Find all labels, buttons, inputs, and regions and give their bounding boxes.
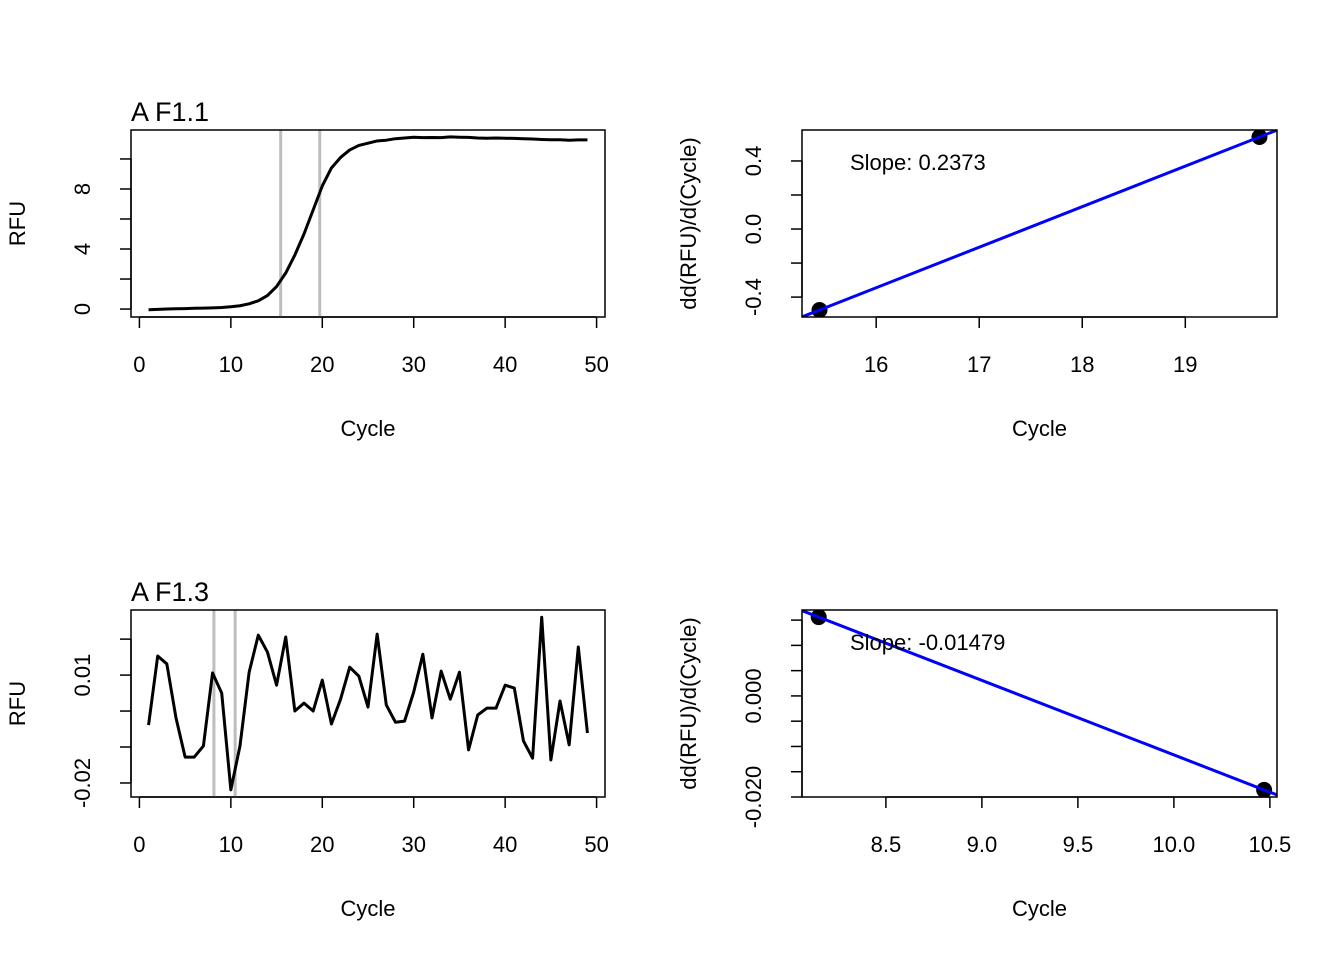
- panel: Cycle dd(RFU)/d(Cycle) 8.5 9.0 9.5 10.0 10.5 -0…: [676, 609, 1291, 921]
- x-tick-label: 10.0: [1152, 832, 1195, 857]
- plot-box: [801, 609, 1278, 798]
- panel: A F1.1 Cycle RFU 0 10 20 30 40 50 0 4 8: [5, 97, 609, 441]
- x-tick-label: 0: [133, 832, 145, 857]
- annotation: Slope: -0.01479: [850, 630, 1005, 655]
- y-tick-label: 0.4: [741, 146, 766, 177]
- x-tick-label: 17: [967, 352, 991, 377]
- x-tick-label: 9.5: [1063, 832, 1094, 857]
- y-axis-label: dd(RFU)/d(Cycle): [676, 137, 701, 309]
- x-tick-label: 30: [401, 832, 425, 857]
- y-axis-label: dd(RFU)/d(Cycle): [676, 617, 701, 789]
- data-line: [148, 135, 588, 312]
- panel: A F1.3 Cycle RFU 0 10 20 30 40 50 -0.02 0.01: [5, 577, 609, 921]
- x-tick-label: 50: [584, 352, 608, 377]
- y-tick-label: 0.000: [741, 668, 766, 723]
- y-tick-label: 0.01: [70, 654, 95, 697]
- x-tick-label: 10: [219, 352, 243, 377]
- y-axis-label: RFU: [5, 681, 30, 726]
- panel: Cycle dd(RFU)/d(Cycle) 16 17 18 19 -0.4 0.0 0.4 S…: [676, 129, 1278, 441]
- x-tick-label: 40: [493, 832, 517, 857]
- x-tick-label: 0: [133, 352, 145, 377]
- x-tick-label: 20: [310, 352, 334, 377]
- x-axis-label: Cycle: [1012, 896, 1067, 921]
- x-tick-label: 30: [401, 352, 425, 377]
- y-tick-label: 0.0: [741, 214, 766, 245]
- x-tick-label: 16: [864, 352, 888, 377]
- x-tick-label: 10.5: [1248, 832, 1291, 857]
- x-tick-label: 50: [584, 832, 608, 857]
- plot-box: [801, 129, 1278, 318]
- y-tick-label: 8: [70, 183, 95, 195]
- y-axis-label: RFU: [5, 201, 30, 246]
- fit-line: [802, 130, 1277, 317]
- x-tick-label: 18: [1070, 352, 1094, 377]
- data-line: [147, 615, 589, 792]
- panel-title: A F1.1: [131, 97, 209, 127]
- x-tick-label: 19: [1173, 352, 1197, 377]
- x-axis-label: Cycle: [1012, 416, 1067, 441]
- y-tick-label: 0: [70, 303, 95, 315]
- plot-box: [130, 609, 606, 798]
- y-tick-label: -0.020: [741, 766, 766, 828]
- x-axis-label: Cycle: [340, 416, 395, 441]
- y-tick-label: -0.02: [70, 758, 95, 808]
- x-axis-label: Cycle: [340, 896, 395, 921]
- x-tick-label: 40: [493, 352, 517, 377]
- x-tick-label: 20: [310, 832, 334, 857]
- panel-title: A F1.3: [131, 577, 209, 607]
- plot-box: [130, 129, 606, 318]
- y-tick-label: -0.4: [741, 278, 766, 316]
- x-tick-label: 9.0: [967, 832, 998, 857]
- x-tick-label: 8.5: [871, 832, 902, 857]
- annotation: Slope: 0.2373: [850, 150, 986, 175]
- fit-line: [802, 610, 1277, 797]
- x-tick-label: 10: [219, 832, 243, 857]
- y-tick-label: 4: [70, 243, 95, 255]
